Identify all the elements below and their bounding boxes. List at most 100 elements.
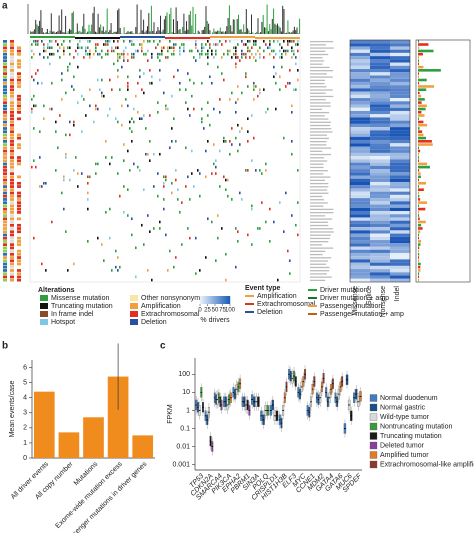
- cell: [61, 43, 63, 46]
- annotation: [3, 246, 7, 250]
- freq-bar: [418, 49, 434, 53]
- annotation: [10, 214, 14, 217]
- burden-bar: [167, 33, 169, 34]
- annotation: [3, 52, 7, 56]
- cell: [81, 172, 83, 175]
- annotation: [17, 152, 21, 156]
- cell: [131, 140, 133, 143]
- cell: [225, 278, 227, 282]
- annotation: [10, 201, 14, 205]
- annotation: [3, 169, 7, 172]
- annotation: [17, 204, 21, 208]
- cell: [237, 56, 239, 59]
- burden-bar: [36, 24, 38, 34]
- annotation: [3, 204, 7, 208]
- cell: [239, 59, 241, 62]
- burden-bar: [218, 31, 220, 34]
- scale-cell: [207, 296, 209, 304]
- cell: [83, 98, 85, 101]
- burden-bar: [286, 32, 288, 34]
- heat-cell: [350, 243, 370, 247]
- burden-bar: [215, 31, 217, 34]
- cell: [215, 49, 217, 53]
- heat-cell: [390, 140, 410, 144]
- freq-bar: [418, 52, 423, 56]
- gene-label: [310, 166, 324, 169]
- legend-label: Deleted tumor: [380, 442, 425, 449]
- burden-bar: [252, 32, 254, 34]
- burden-bar: [209, 30, 211, 34]
- heat-cell: [370, 78, 390, 82]
- cell: [171, 140, 173, 143]
- cell: [137, 110, 139, 114]
- burden-bar: [70, 29, 72, 34]
- cell: [121, 65, 123, 69]
- cell: [287, 249, 289, 253]
- burden-bar: [226, 26, 228, 34]
- annotation: [3, 259, 7, 263]
- burden-bar: [260, 32, 262, 34]
- cell: [267, 46, 269, 50]
- cell: [279, 75, 281, 79]
- scale-cell: [224, 296, 226, 304]
- annotation: [3, 243, 7, 247]
- gene-label: [310, 86, 327, 88]
- annotation: [17, 43, 21, 46]
- freq-bar: [418, 269, 421, 272]
- scale-cell: [213, 296, 215, 304]
- cell: [293, 40, 295, 43]
- cell: [95, 172, 97, 175]
- burden-bar: [62, 32, 64, 34]
- cell: [153, 40, 155, 43]
- column-label: Indel: [394, 286, 401, 302]
- y-tick-label: 5: [23, 379, 27, 386]
- cell: [105, 211, 107, 214]
- annotation: [17, 249, 21, 253]
- burden-bar: [182, 26, 184, 34]
- burden-bar: [78, 31, 80, 34]
- burden-bar: [143, 19, 145, 34]
- cell: [133, 120, 135, 124]
- cell: [219, 110, 221, 114]
- annotation: [17, 259, 21, 263]
- cell: [291, 104, 293, 108]
- cell: [151, 81, 153, 85]
- cell: [281, 56, 283, 59]
- gene-label: [310, 53, 329, 56]
- cell: [117, 56, 119, 59]
- heat-cell: [350, 211, 370, 215]
- cell: [83, 56, 85, 59]
- heat-cell: [370, 188, 390, 192]
- cell: [199, 52, 201, 56]
- cell: [265, 220, 267, 224]
- burden-bar: [83, 13, 85, 34]
- annotation: [3, 201, 7, 205]
- cell: [81, 94, 83, 98]
- burden-bar: [49, 30, 51, 34]
- cell: [41, 81, 43, 85]
- burden-bar: [30, 31, 31, 34]
- heat-cell: [350, 198, 370, 202]
- cell: [221, 72, 223, 75]
- y-tick-label: 100: [178, 371, 190, 378]
- cell: [143, 243, 145, 246]
- cell: [173, 117, 175, 121]
- heat-cell: [370, 62, 390, 66]
- cell: [175, 169, 177, 172]
- heat-cell: [370, 207, 390, 212]
- heat-cell: [390, 159, 410, 163]
- heat-cell: [350, 172, 370, 176]
- freq-bar: [418, 223, 422, 227]
- heat-cell: [350, 165, 370, 170]
- annotation: [10, 104, 14, 108]
- cell: [65, 230, 67, 233]
- cell: [81, 46, 83, 50]
- heat-cell: [390, 59, 410, 63]
- annotation: [3, 159, 7, 163]
- heat-cell: [370, 211, 390, 215]
- cell: [227, 178, 229, 182]
- cell: [245, 169, 247, 172]
- legend-swatch: [130, 311, 138, 317]
- gene-label: [310, 40, 334, 43]
